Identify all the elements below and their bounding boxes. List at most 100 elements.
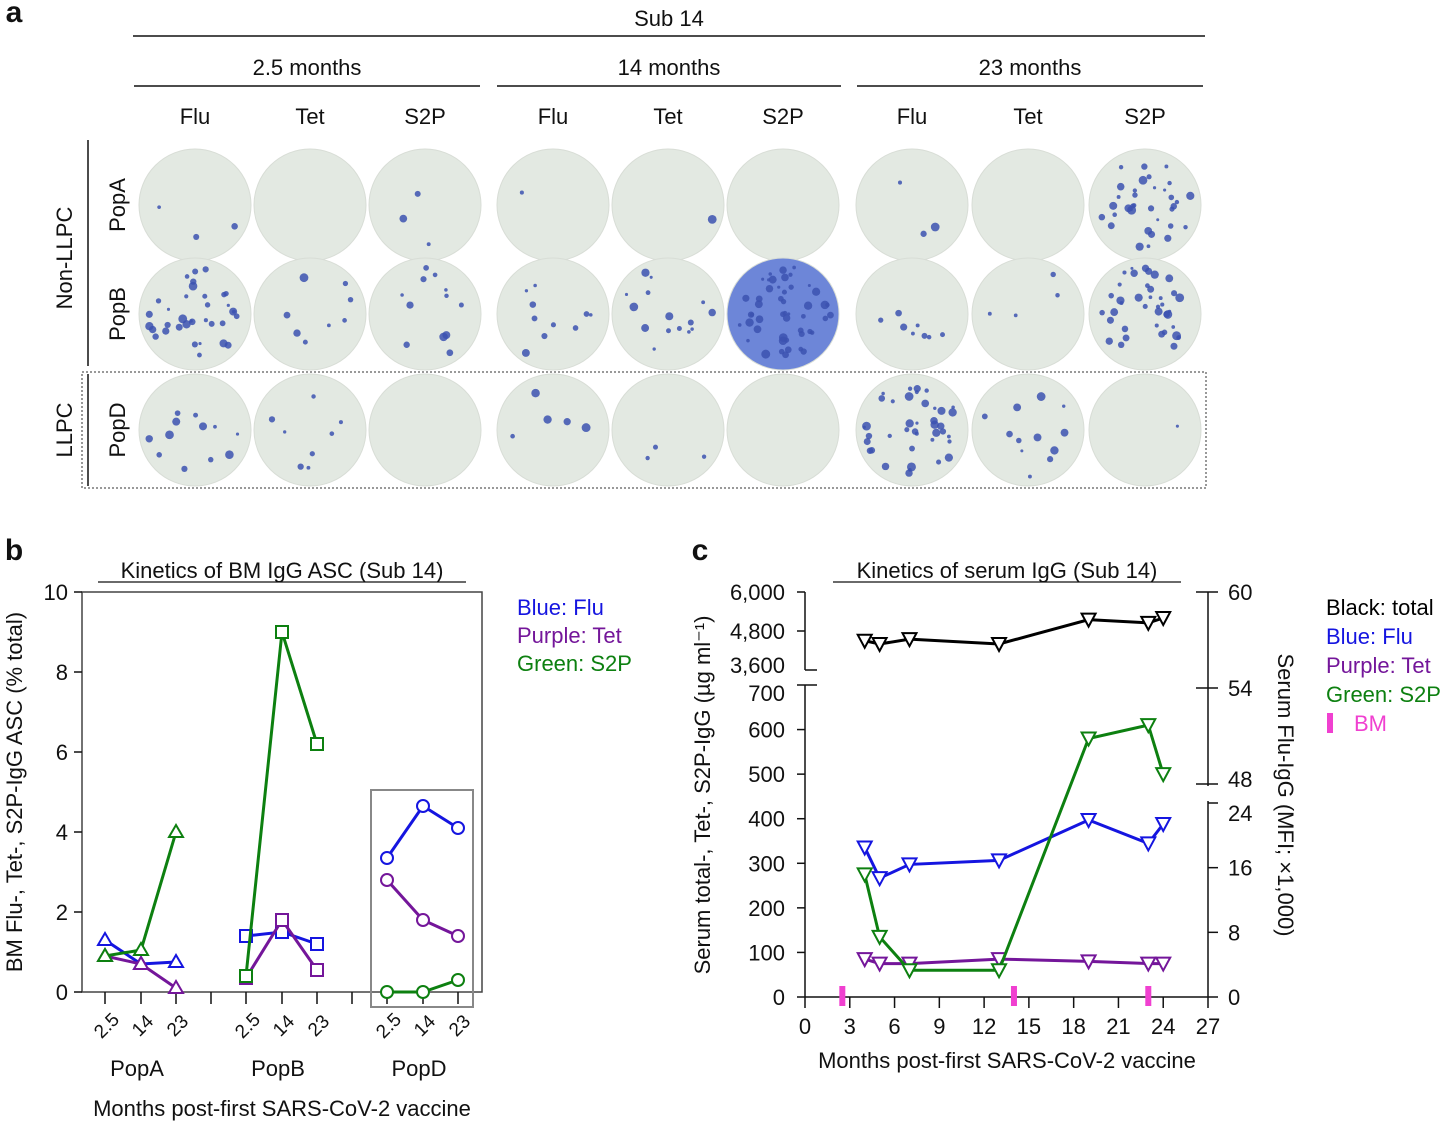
antigen-header: Tet [295, 104, 324, 129]
spot [1109, 201, 1118, 210]
spot [921, 399, 930, 408]
spot [190, 278, 197, 285]
spot [1146, 244, 1151, 249]
y-right-tick-label: 8 [1228, 920, 1240, 945]
spot [803, 301, 813, 310]
spot [1027, 474, 1032, 479]
data-point-inverted-triangle [1139, 956, 1157, 973]
chart-c-xlabel: Months post-first SARS-CoV-2 vaccine [818, 1048, 1196, 1073]
spot [543, 415, 552, 424]
spot [930, 222, 940, 232]
spot [1147, 205, 1155, 212]
x-tick-label: 9 [933, 1014, 945, 1039]
data-point-inverted-triangle [856, 867, 874, 884]
spot [550, 322, 556, 328]
y-tick-label: 400 [748, 807, 785, 832]
spot [231, 223, 238, 230]
spot [423, 265, 429, 271]
spot [1013, 313, 1018, 318]
data-point-inverted-triangle [870, 929, 889, 946]
spot [446, 349, 454, 357]
spot [149, 325, 157, 334]
x-tick-label: 27 [1196, 1014, 1220, 1039]
spot [1055, 292, 1060, 298]
spot [1150, 270, 1159, 279]
spot [219, 320, 226, 327]
data-point-square [275, 913, 289, 927]
elispot-well [368, 373, 482, 487]
spot [920, 230, 927, 237]
spot [761, 349, 771, 359]
well-circle [1088, 257, 1202, 371]
y-tick-label: 3,600 [730, 653, 785, 678]
spot [1165, 274, 1174, 283]
data-point-triangle [96, 947, 114, 962]
spot [1106, 316, 1114, 324]
elispot-well [971, 148, 1085, 262]
spot [184, 294, 189, 299]
elispot-well [253, 257, 367, 371]
spot [944, 453, 953, 462]
y-tick-label: 4 [56, 820, 68, 845]
data-point-square [239, 969, 253, 983]
spot [936, 459, 942, 465]
spot [1107, 222, 1115, 230]
spot [414, 190, 421, 197]
spot [1121, 325, 1129, 333]
spot [219, 339, 228, 348]
spot [162, 327, 170, 335]
data-point-inverted-triangle [1079, 731, 1098, 748]
spot [915, 323, 920, 328]
chart-c-ylabel: Serum total-, Tet-, S2P-IgG (µg ml⁻¹) [690, 616, 715, 975]
legend-entry: Blue: Flu [1326, 624, 1413, 649]
elispot-well [1088, 373, 1202, 487]
elispot-well [726, 148, 840, 262]
spot [145, 435, 153, 443]
spot [781, 273, 789, 282]
legend-entry: Green: S2P [1326, 682, 1441, 707]
spot [524, 289, 529, 293]
spot [156, 452, 162, 458]
spot [1158, 296, 1163, 301]
elispot-well [253, 373, 367, 487]
spot [914, 431, 919, 436]
spot [862, 425, 866, 429]
elispot-well [496, 373, 610, 487]
spot [1105, 337, 1113, 345]
spot [1144, 227, 1153, 235]
spot [202, 293, 208, 299]
data-point-inverted-triangle [1079, 954, 1098, 971]
spot [807, 283, 811, 288]
x-tick-label: 0 [799, 1014, 811, 1039]
spot [1050, 446, 1059, 455]
spot [1174, 199, 1180, 205]
spot [981, 413, 988, 420]
spot [1130, 269, 1138, 277]
spot [924, 388, 929, 393]
y-tick-label: 0 [773, 985, 785, 1010]
spot [152, 333, 159, 340]
spot [926, 334, 932, 340]
spot [800, 313, 806, 319]
spot [940, 332, 945, 338]
well-circle [726, 373, 840, 487]
spot [939, 428, 947, 435]
spot [665, 312, 674, 321]
spot [742, 294, 750, 302]
spot [572, 325, 579, 331]
data-point-inverted-triangle [900, 632, 919, 649]
x-tick-label: 23 [304, 1011, 334, 1041]
spot [1062, 404, 1066, 408]
data-point-inverted-triangle [990, 853, 1008, 870]
data-point-inverted-triangle [856, 633, 874, 650]
bm-timepoint-marker [1145, 986, 1152, 1006]
y-tick-label: 300 [748, 851, 785, 876]
timepoint-header: 23 months [979, 55, 1082, 80]
spot [342, 318, 347, 323]
data-point-square [310, 937, 324, 951]
y-tick-label: 4,800 [730, 619, 785, 644]
llpc-box [81, 371, 1207, 489]
well-circle [138, 373, 252, 487]
spot [1117, 282, 1122, 287]
spot [778, 336, 788, 346]
